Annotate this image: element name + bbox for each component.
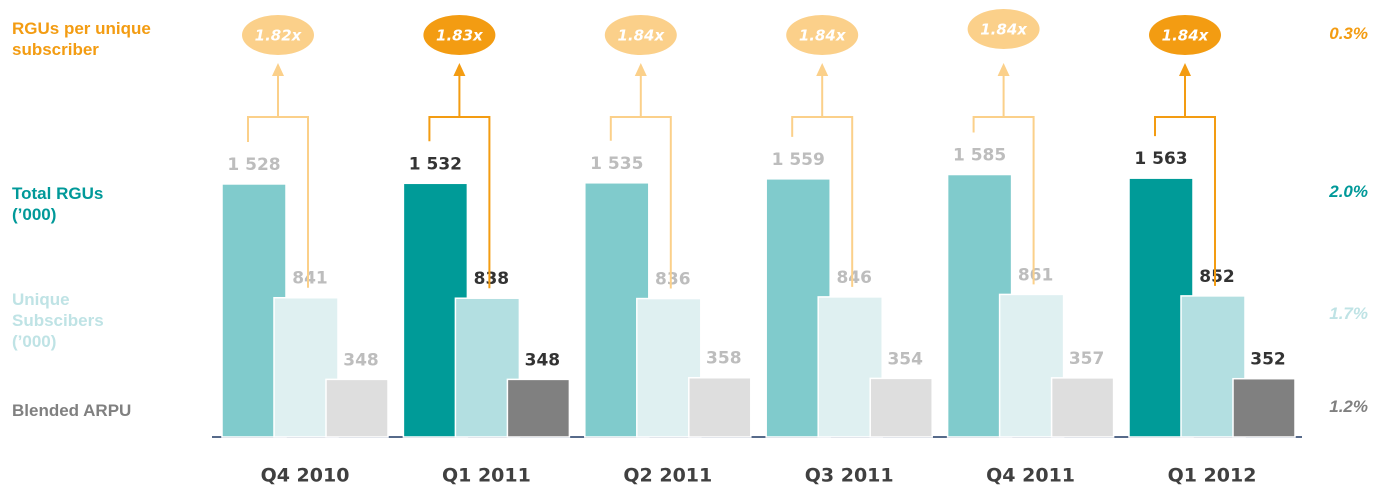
connector bbox=[247, 68, 309, 288]
x-tick-label: Q1 2012 bbox=[1168, 465, 1257, 487]
arrowhead bbox=[634, 63, 647, 76]
x-tick-label: Q1 2011 bbox=[442, 465, 531, 487]
change-label: 1.2% bbox=[1329, 397, 1368, 416]
value-label: 1 532 bbox=[409, 154, 462, 174]
ratio-bubble bbox=[1149, 15, 1221, 55]
arrowhead bbox=[272, 63, 284, 76]
arrowhead bbox=[1179, 63, 1191, 76]
connector bbox=[1154, 68, 1216, 286]
change-label: 1.7% bbox=[1329, 304, 1368, 323]
value-label: 1 535 bbox=[590, 154, 643, 174]
value-label: 354 bbox=[887, 349, 923, 369]
value-label: 1 563 bbox=[1134, 149, 1187, 169]
connector bbox=[791, 68, 854, 287]
series-name: Blended ARPU bbox=[12, 401, 132, 420]
value-label: 1 559 bbox=[772, 150, 825, 170]
ratio-bubble bbox=[423, 15, 496, 55]
ratio-bubble bbox=[604, 15, 677, 55]
ratio-label: 1.84x bbox=[980, 21, 1028, 39]
value-label: 841 bbox=[292, 269, 328, 289]
series-name: Unique Subscibers (’000) bbox=[12, 290, 104, 351]
value-label: 838 bbox=[474, 269, 510, 289]
ratio-bubble bbox=[242, 15, 314, 55]
value-label: 1 528 bbox=[227, 155, 280, 175]
x-tick-label: Q4 2010 bbox=[261, 465, 350, 487]
ratio-label: 1.84x bbox=[799, 27, 847, 45]
value-label: 836 bbox=[655, 270, 691, 290]
ratio-label: 1.84x bbox=[1162, 27, 1210, 45]
bar bbox=[325, 378, 389, 438]
series-name: RGUs per unique subscriber bbox=[12, 19, 151, 59]
arrowhead bbox=[816, 63, 829, 76]
change-label: 0.3% bbox=[1329, 24, 1368, 43]
value-label: 846 bbox=[836, 268, 872, 288]
ratio-bubble bbox=[786, 15, 859, 55]
bar bbox=[506, 378, 571, 438]
bar bbox=[869, 377, 933, 438]
value-label: 358 bbox=[706, 349, 742, 369]
change-label: 2.0% bbox=[1329, 182, 1368, 201]
connector bbox=[609, 68, 672, 289]
bar bbox=[688, 376, 752, 438]
series-name: Total RGUs (’000) bbox=[12, 184, 104, 224]
value-label: 348 bbox=[525, 350, 561, 370]
x-tick-label: Q3 2011 bbox=[805, 465, 894, 487]
ratio-label: 1.83x bbox=[436, 27, 484, 45]
arrowhead bbox=[453, 63, 466, 76]
ratio-label: 1.84x bbox=[617, 27, 665, 45]
bar bbox=[1050, 377, 1115, 438]
x-tick-label: Q2 2011 bbox=[623, 465, 712, 487]
arrowhead bbox=[997, 63, 1010, 76]
value-label: 357 bbox=[1069, 349, 1105, 369]
connector bbox=[972, 68, 1035, 285]
value-label: 852 bbox=[1199, 267, 1235, 287]
value-label: 861 bbox=[1018, 265, 1054, 285]
ratio-label: 1.82x bbox=[255, 27, 303, 45]
x-tick-label: Q4 2011 bbox=[986, 465, 1075, 487]
value-label: 348 bbox=[343, 350, 379, 370]
value-label: 352 bbox=[1250, 350, 1286, 370]
bar bbox=[1232, 377, 1296, 438]
value-label: 1 585 bbox=[953, 146, 1006, 166]
connector bbox=[428, 68, 491, 289]
ratio-bubble bbox=[967, 9, 1040, 49]
